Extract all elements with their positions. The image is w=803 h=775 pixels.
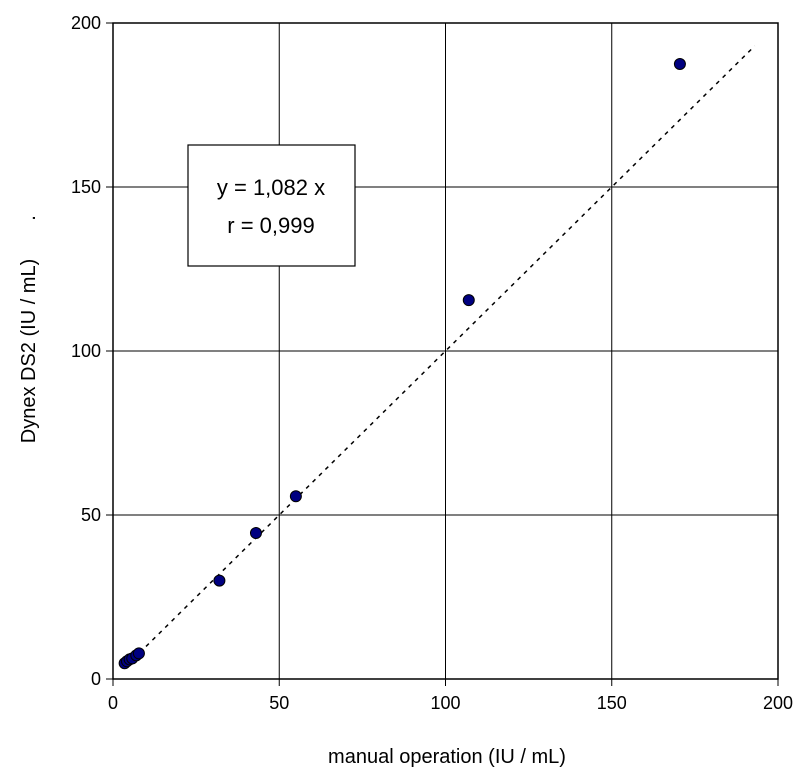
data-point bbox=[673, 58, 686, 70]
equation-text: y = 1,082 x bbox=[217, 175, 325, 200]
y-tick-label: 200 bbox=[71, 13, 101, 33]
y-tick-labels: 0 50 100 150 200 bbox=[71, 13, 101, 689]
plot-frame bbox=[112, 22, 779, 680]
x-tick-label: 200 bbox=[763, 693, 793, 713]
correlation-text: r = 0,999 bbox=[227, 213, 314, 238]
x-tick-label: 150 bbox=[597, 693, 627, 713]
data-points bbox=[118, 58, 686, 670]
data-point bbox=[213, 574, 226, 587]
y-tick-label: 0 bbox=[91, 669, 101, 689]
x-tick-label: 0 bbox=[108, 693, 118, 713]
y-tick-label: 100 bbox=[71, 341, 101, 361]
regression-line bbox=[139, 45, 756, 654]
data-point bbox=[132, 647, 145, 660]
data-point bbox=[462, 294, 475, 307]
x-tick-labels: 0 50 100 150 200 bbox=[108, 693, 793, 713]
equation-box: y = 1,082 x r = 0,999 bbox=[187, 144, 356, 267]
y-axis-label: Dynex DS2 (IU / mL) bbox=[18, 259, 40, 443]
data-point bbox=[289, 490, 302, 503]
x-tick-label: 100 bbox=[430, 693, 460, 713]
equation-box-frame bbox=[187, 144, 356, 267]
data-point bbox=[249, 527, 262, 540]
y-tick-label: 50 bbox=[81, 505, 101, 525]
x-tick-label: 50 bbox=[269, 693, 289, 713]
x-axis-label: manual operation (IU / mL) bbox=[328, 746, 566, 768]
y-axis-label-suffix: . bbox=[18, 215, 40, 221]
y-tick-label: 150 bbox=[71, 177, 101, 197]
